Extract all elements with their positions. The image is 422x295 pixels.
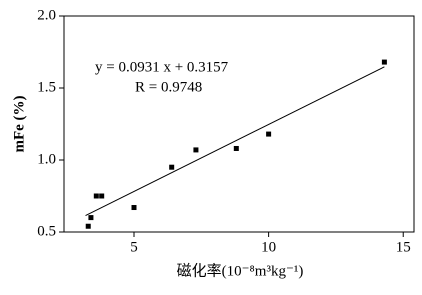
point xyxy=(93,193,99,199)
point xyxy=(381,59,387,65)
point xyxy=(99,193,105,199)
y-tick-label: 2.0 xyxy=(37,7,56,23)
point xyxy=(169,164,175,170)
point xyxy=(131,205,137,211)
plot-frame xyxy=(63,15,415,233)
y-tick-label: 1.0 xyxy=(37,151,56,167)
y-tick-label: 0.5 xyxy=(37,223,56,239)
y-tick-label: 1.5 xyxy=(37,79,56,95)
x-tick-label: 10 xyxy=(261,239,276,255)
point xyxy=(266,131,272,137)
point xyxy=(193,147,199,153)
fit-line xyxy=(85,66,385,217)
annotation: R = 0.9748 xyxy=(135,79,202,95)
x-tick-label: 5 xyxy=(130,239,138,255)
point xyxy=(88,215,94,221)
point xyxy=(85,223,91,229)
x-axis-label: 磁化率(10⁻⁸m³kg⁻¹) xyxy=(177,262,304,279)
x-tick-label: 15 xyxy=(396,239,411,255)
point xyxy=(233,145,239,151)
annotation: y = 0.0931 x + 0.3157 xyxy=(95,59,229,75)
y-axis-label: mFe (%) xyxy=(11,95,27,152)
